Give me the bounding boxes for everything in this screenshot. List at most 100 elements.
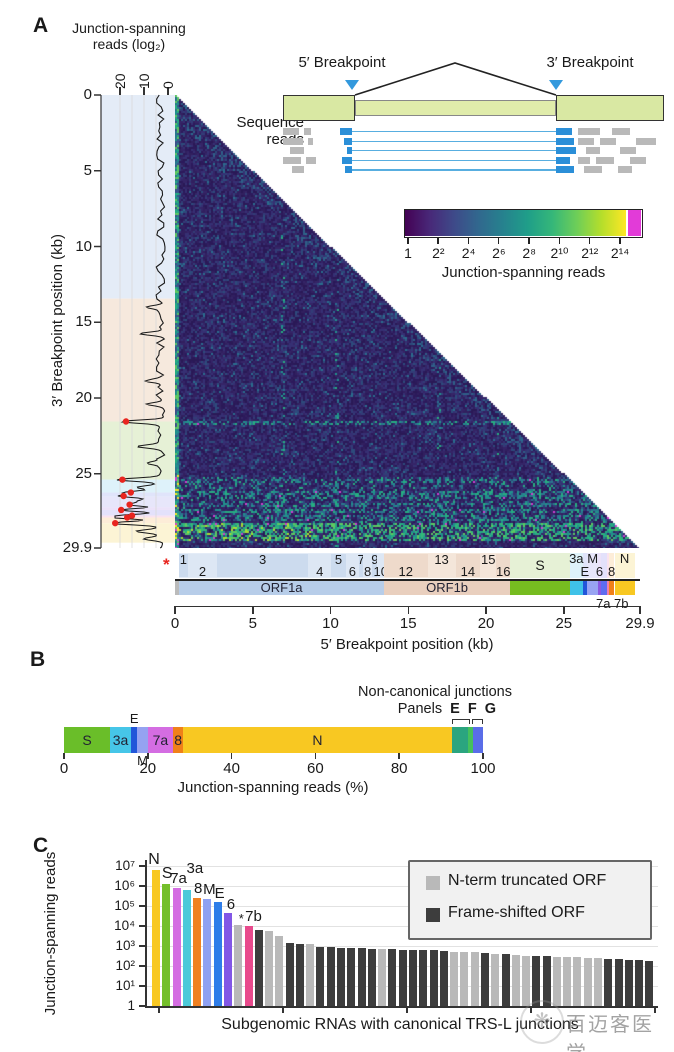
c-x-tick xyxy=(158,1006,160,1013)
orf-bar-segment: ORF1b xyxy=(384,581,511,595)
track-region-tint xyxy=(608,553,615,578)
non-canonical-annotation: Non-canonical junctions xyxy=(358,684,512,700)
bar xyxy=(614,959,623,1006)
y-tick-label: 15 xyxy=(75,313,92,331)
c-y-tick-label: 10⁵ xyxy=(114,898,135,913)
orf-bar-segment: ORF1a xyxy=(179,581,384,595)
orf7a-below-label: 7a xyxy=(596,596,611,611)
bar xyxy=(326,947,335,1006)
x-tick xyxy=(407,606,410,614)
inset-read-fragment xyxy=(290,147,304,155)
bar xyxy=(460,951,469,1006)
bar xyxy=(491,953,500,1006)
nsp-label: 13 xyxy=(434,552,449,567)
c-y-tick xyxy=(139,925,145,927)
bar-label: E xyxy=(214,885,225,903)
bar xyxy=(213,902,222,1006)
x-tick-label: 20 xyxy=(477,615,495,632)
nsp-box xyxy=(307,554,332,577)
colorbar-tick xyxy=(558,238,560,244)
bar xyxy=(552,956,561,1006)
bar xyxy=(439,950,448,1006)
inset-read-fragment xyxy=(283,128,299,135)
b-x-tick-label: 0 xyxy=(59,760,69,777)
orf-label: 8 xyxy=(607,564,616,579)
bar-label: 7a xyxy=(170,870,187,888)
nsp-box xyxy=(372,554,378,577)
panel-c-label: C xyxy=(33,834,49,857)
bar xyxy=(480,952,489,1006)
track-region-tint xyxy=(606,553,609,578)
watermark-logo-icon: ❋ xyxy=(520,1000,564,1044)
orf-bar-segment xyxy=(600,581,607,595)
bar xyxy=(501,954,510,1006)
side-axis-tick-label: 20 xyxy=(112,73,128,89)
side-axis-title-line1: Junction-spanning xyxy=(72,20,186,36)
inset-read-3p-segment xyxy=(556,137,574,145)
inset-read-5p-segment xyxy=(340,128,352,135)
bar xyxy=(152,869,160,1006)
bar-label: M xyxy=(203,880,216,898)
orf-bar-segment xyxy=(569,581,583,595)
nsp-label: 3 xyxy=(259,552,267,567)
inset-read-fragment xyxy=(630,156,646,164)
bar xyxy=(573,957,582,1006)
c-y-tick-label: 10² xyxy=(115,958,135,973)
orf-label: N xyxy=(619,551,630,566)
inset-read-fragment xyxy=(308,137,313,145)
c-gridline xyxy=(145,946,658,947)
nsp-box xyxy=(480,554,497,577)
nsp-box xyxy=(187,554,218,577)
bar xyxy=(357,948,366,1006)
nsp-label: 16 xyxy=(495,564,511,579)
inset-read-5p-segment xyxy=(345,166,352,174)
colorbar-tick-label: 2¹² xyxy=(581,245,599,261)
c-gridline xyxy=(145,906,658,907)
colorbar-tick-label: 2¹⁴ xyxy=(610,245,630,261)
colorbar-tick xyxy=(497,238,500,244)
track-region-tint xyxy=(569,553,583,578)
bar xyxy=(316,947,325,1006)
bar xyxy=(645,960,654,1006)
inset-read-fragment xyxy=(596,156,614,164)
orf7b-below-label: 7b xyxy=(614,596,629,611)
panel-bracket xyxy=(452,719,470,724)
stacked-segment xyxy=(473,727,483,753)
colorbar-tick xyxy=(528,238,530,244)
nsp-box xyxy=(384,554,428,577)
bar xyxy=(409,949,417,1006)
nsp-box xyxy=(363,554,373,577)
c-gridline xyxy=(145,926,658,927)
colorbar-tick-label: 2² xyxy=(432,245,445,261)
inset-genome-right-box xyxy=(556,95,664,121)
colorbar-tick-label: 2⁴ xyxy=(461,245,476,261)
x-tick-label: 5 xyxy=(248,615,257,632)
inset-read-junction-line xyxy=(352,131,556,133)
orf-label: S xyxy=(535,557,545,573)
inset-read-junction-line xyxy=(352,150,556,152)
trs-l-asterisk: * xyxy=(163,555,170,574)
panel-letter-e: E xyxy=(450,701,460,717)
bar xyxy=(182,889,191,1006)
nsp-label: 2 xyxy=(198,564,207,579)
panel-c-xlabel: Subgenomic RNAs with canonical TRS-L jun… xyxy=(221,1016,579,1033)
panels-efg-annotation: Panels E F G xyxy=(300,701,496,717)
colorbar-label: Junction-spanning reads xyxy=(441,264,606,281)
panel-a-overlay: 0 5 10 15 20 25 29.9 20 10 0 0 5 10 15 20 25 29.9 xyxy=(63,73,655,632)
inset-read-5p-segment xyxy=(347,147,352,155)
bar xyxy=(172,888,181,1006)
inset-read-3p-segment xyxy=(556,156,570,164)
stacked-segment: 7a xyxy=(147,727,173,753)
b-x-tick-label: 100 xyxy=(470,760,496,777)
bar xyxy=(563,957,572,1006)
stacked-segment xyxy=(131,727,138,753)
bar xyxy=(594,958,603,1006)
inset-read-fragment xyxy=(586,147,600,155)
bar xyxy=(265,930,274,1006)
inset-read-3p-segment xyxy=(556,147,576,155)
inset-read-fragment xyxy=(578,137,594,145)
leader-utr-box xyxy=(175,581,179,595)
bar xyxy=(378,949,387,1006)
b-x-tick xyxy=(482,753,484,759)
track-divider-line xyxy=(175,579,640,581)
